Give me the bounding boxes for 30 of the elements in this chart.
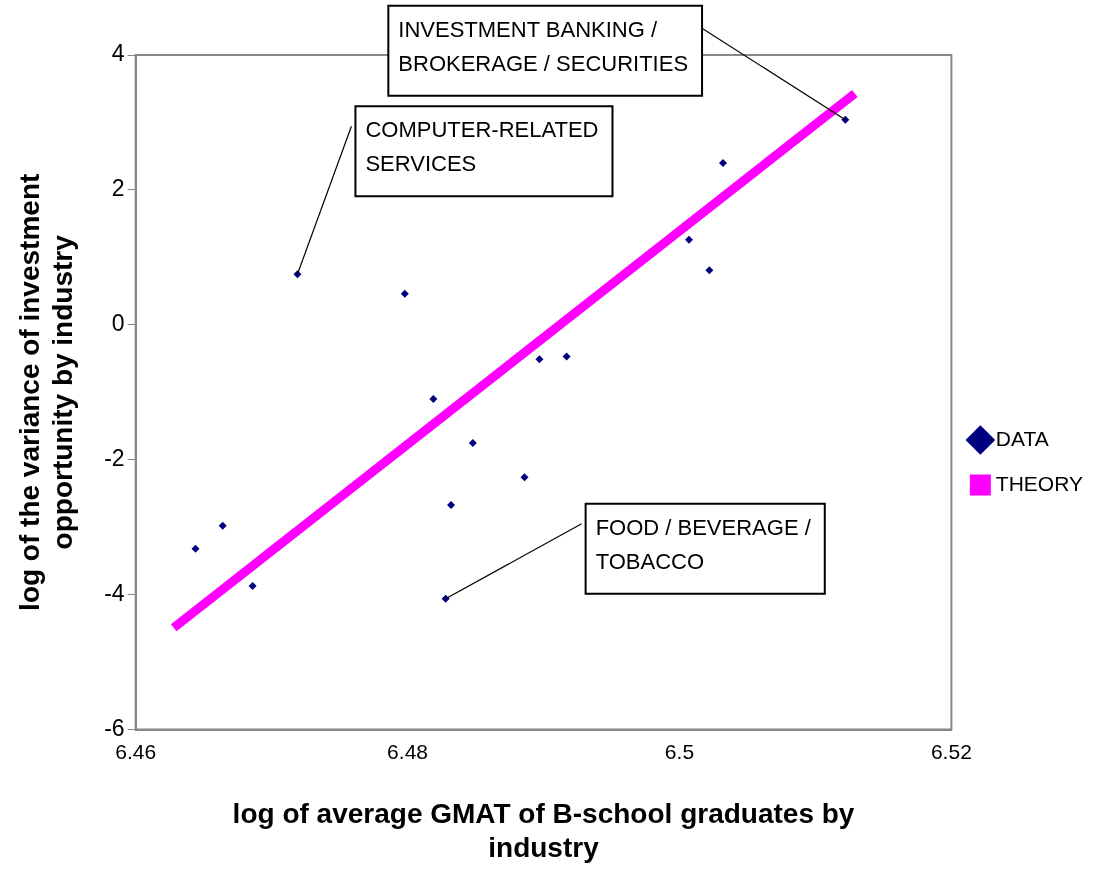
point: [718, 158, 727, 167]
y-tick-label: -2: [104, 445, 125, 472]
legend-label: THEORY: [995, 471, 1084, 495]
point: [248, 581, 257, 590]
y-tick-label: 4: [111, 40, 125, 67]
point: [218, 521, 227, 530]
x-tick-label: 6.46: [115, 740, 157, 763]
y-tick-label: 0: [111, 310, 125, 337]
point: [520, 473, 529, 482]
point: [400, 289, 409, 298]
point: [562, 352, 571, 361]
point: [191, 544, 200, 553]
point: [447, 500, 456, 509]
point: [684, 235, 693, 244]
annotation: INVESTMENT BANKING / BROKERAGE / SECURITIES: [398, 16, 689, 76]
point: [535, 355, 544, 364]
x-axis-title: log of average GMAT of B-school graduates by industry: [232, 798, 855, 863]
y-tick-label: -6: [104, 714, 125, 741]
annotation: COMPUTER-RELATED SERVICES: [365, 117, 599, 177]
point: [429, 395, 438, 404]
y-tick-label: -4: [104, 580, 125, 607]
annotation: FOOD / BEVERAGE / TOBACCO: [595, 514, 812, 574]
point: [468, 438, 477, 447]
y-tick-label: 2: [111, 175, 125, 202]
legend-label: DATA: [995, 426, 1049, 450]
point: [705, 266, 714, 275]
x-tick-label: 6.52: [930, 740, 972, 763]
x-tick-label: 6.48: [387, 740, 428, 763]
y-axis-title: log of the variance of investment opportunity by industry: [13, 173, 79, 611]
x-tick-label: 6.5: [664, 740, 695, 763]
